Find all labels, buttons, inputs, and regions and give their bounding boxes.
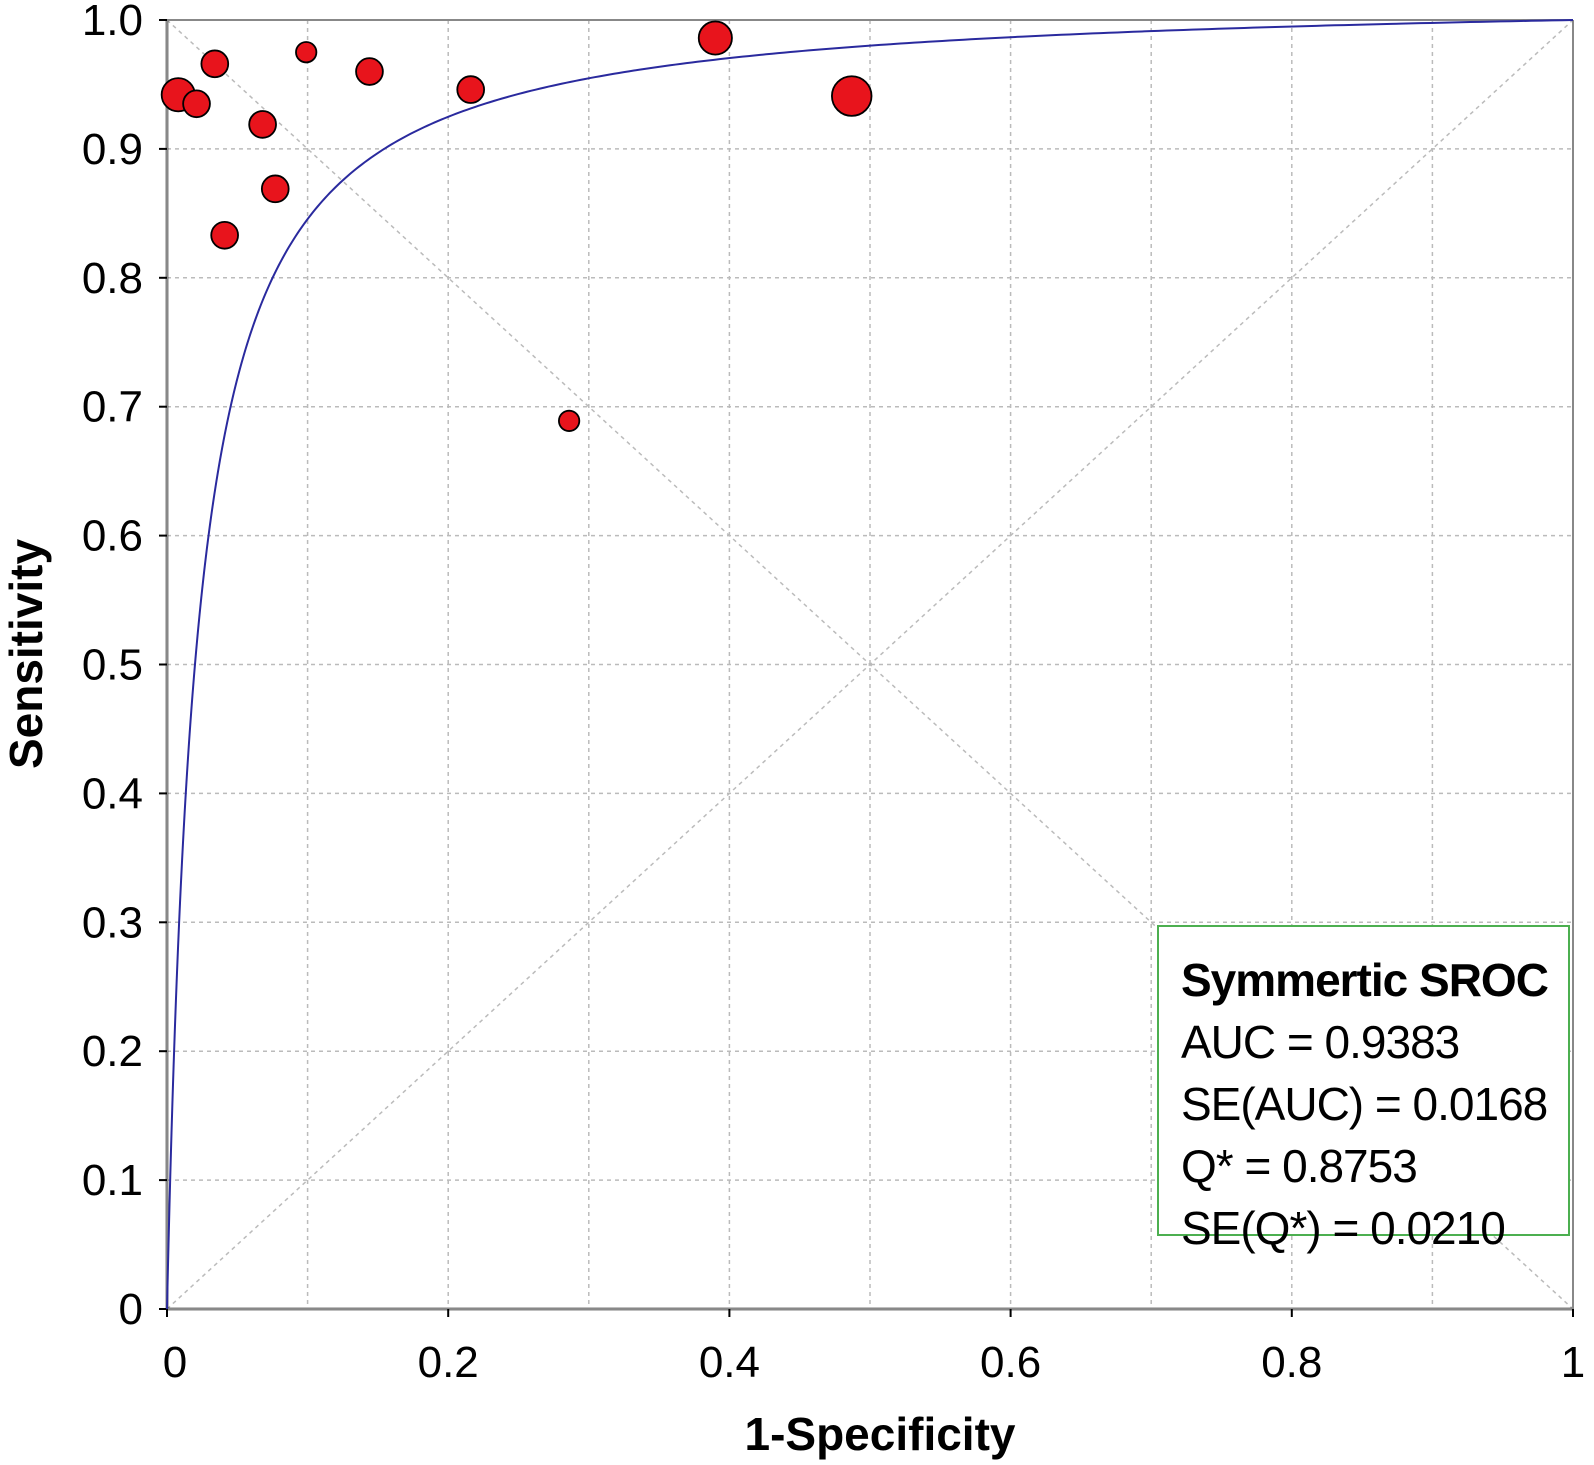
study-point <box>182 89 211 119</box>
legend-box: Symmertic SROC AUC = 0.9383 SE(AUC) = 0.… <box>1157 925 1570 1254</box>
y-axis-ticks: 0 0.1 0.2 0.3 0.4 0.5 0.6 0.7 0.8 0.9 1.0 <box>82 0 167 1334</box>
legend-se-q-star: SE(Q*) = 0.0210 <box>1181 1202 1506 1254</box>
study-point <box>200 49 230 79</box>
study-points <box>160 20 873 432</box>
study-point <box>831 75 873 117</box>
study-point <box>210 220 239 250</box>
study-point <box>456 75 485 104</box>
y-tick-label: 0.1 <box>82 1156 143 1205</box>
legend-title: Symmertic SROC <box>1181 954 1549 1006</box>
legend-q-star: Q* = 0.8753 <box>1181 1140 1418 1192</box>
study-point <box>355 57 384 86</box>
study-point <box>295 41 318 64</box>
x-tick-label: 0.6 <box>980 1338 1041 1387</box>
y-tick-label: 0.3 <box>82 898 143 947</box>
x-tick-label: 0.4 <box>699 1338 760 1387</box>
legend-auc: AUC = 0.9383 <box>1181 1016 1460 1068</box>
y-tick-label: 0.9 <box>82 125 143 174</box>
x-axis-ticks: 0 0.2 0.4 0.6 0.8 1 <box>163 1309 1585 1387</box>
y-tick-label: 0.6 <box>82 512 143 561</box>
diagonal-q-star-line <box>166 19 1574 1310</box>
y-axis-title: Sensitivity <box>0 539 52 770</box>
study-point <box>260 174 290 204</box>
study-point <box>558 409 581 432</box>
study-point <box>248 110 277 139</box>
x-axis-title: 1-Specificity <box>745 1408 1016 1460</box>
x-tick-label: 0.2 <box>418 1338 479 1387</box>
x-tick-label: 0 <box>163 1338 187 1387</box>
x-tick-label: 1 <box>1561 1338 1585 1387</box>
y-tick-label: 0.7 <box>82 383 143 432</box>
y-tick-label: 0 <box>119 1285 143 1334</box>
y-tick-label: 0.5 <box>82 641 143 690</box>
study-point <box>697 20 733 56</box>
legend-se-auc: SE(AUC) = 0.0168 <box>1181 1078 1548 1130</box>
y-tick-label: 0.2 <box>82 1027 143 1076</box>
y-tick-label: 0.4 <box>82 769 143 818</box>
sroc-curve <box>166 19 1574 1309</box>
y-tick-label: 1.0 <box>82 0 143 45</box>
x-tick-label: 0.8 <box>1261 1338 1322 1387</box>
y-tick-label: 0.8 <box>82 254 143 303</box>
